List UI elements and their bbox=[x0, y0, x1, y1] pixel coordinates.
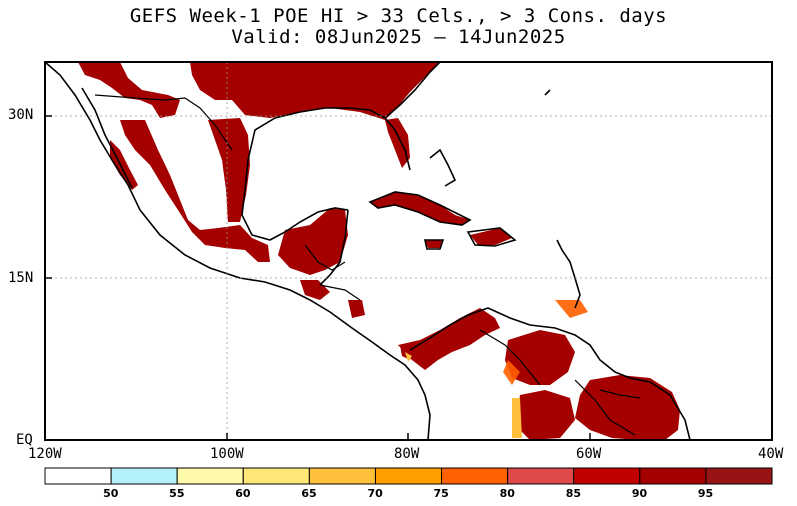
border-layer bbox=[94, 94, 641, 436]
colorbar-swatch bbox=[176, 467, 244, 485]
colorbar-swatch bbox=[573, 467, 641, 485]
colorbar-swatch bbox=[639, 467, 707, 485]
lon-label-40w: 40W bbox=[758, 446, 784, 462]
colorbar-label: 70 bbox=[367, 487, 383, 500]
colorbar-swatch bbox=[242, 467, 310, 485]
probability-fill-layer bbox=[78, 62, 680, 440]
lat-label-eq: EQ bbox=[16, 432, 33, 448]
lon-label-100w: 100W bbox=[210, 446, 244, 462]
lon-label-80w: 80W bbox=[394, 446, 420, 462]
colorbar-label: 55 bbox=[169, 487, 185, 500]
colorbar-label: 80 bbox=[499, 487, 515, 500]
map-title-line1: GEFS Week-1 POE HI > 33 Cels., > 3 Cons.… bbox=[129, 5, 668, 27]
lat-label-30n: 30N bbox=[8, 107, 34, 123]
colorbar-swatch bbox=[308, 467, 376, 485]
colorbar-label: 75 bbox=[433, 487, 449, 500]
colorbar bbox=[44, 467, 773, 485]
probability-fringe-layer-2 bbox=[405, 352, 522, 438]
colorbar-swatch bbox=[374, 467, 443, 485]
colorbar-label: 85 bbox=[565, 487, 582, 500]
colorbar-swatch bbox=[507, 467, 575, 485]
colorbar-swatch bbox=[44, 467, 112, 485]
coastline-layer bbox=[44, 61, 691, 441]
axis-ticks bbox=[45, 115, 591, 440]
lon-label-120w: 120W bbox=[28, 446, 62, 462]
colorbar-swatch bbox=[705, 467, 773, 485]
colorbar-swatch bbox=[110, 467, 178, 485]
colorbar-label: 65 bbox=[301, 487, 317, 500]
lon-label-60w: 60W bbox=[576, 446, 602, 462]
colorbar-label: 95 bbox=[697, 487, 714, 500]
map-title-line2: Valid: 08Jun2025 — 14Jun2025 bbox=[231, 26, 566, 48]
colorbar-label: 90 bbox=[631, 487, 648, 500]
colorbar-label: 50 bbox=[103, 487, 119, 500]
colorbar-swatch bbox=[441, 467, 509, 485]
colorbar-label: 60 bbox=[235, 487, 251, 500]
probability-fringe-layer bbox=[503, 300, 588, 385]
graticule bbox=[45, 62, 772, 440]
lat-label-15n: 15N bbox=[8, 270, 34, 286]
map-frame bbox=[44, 61, 773, 441]
